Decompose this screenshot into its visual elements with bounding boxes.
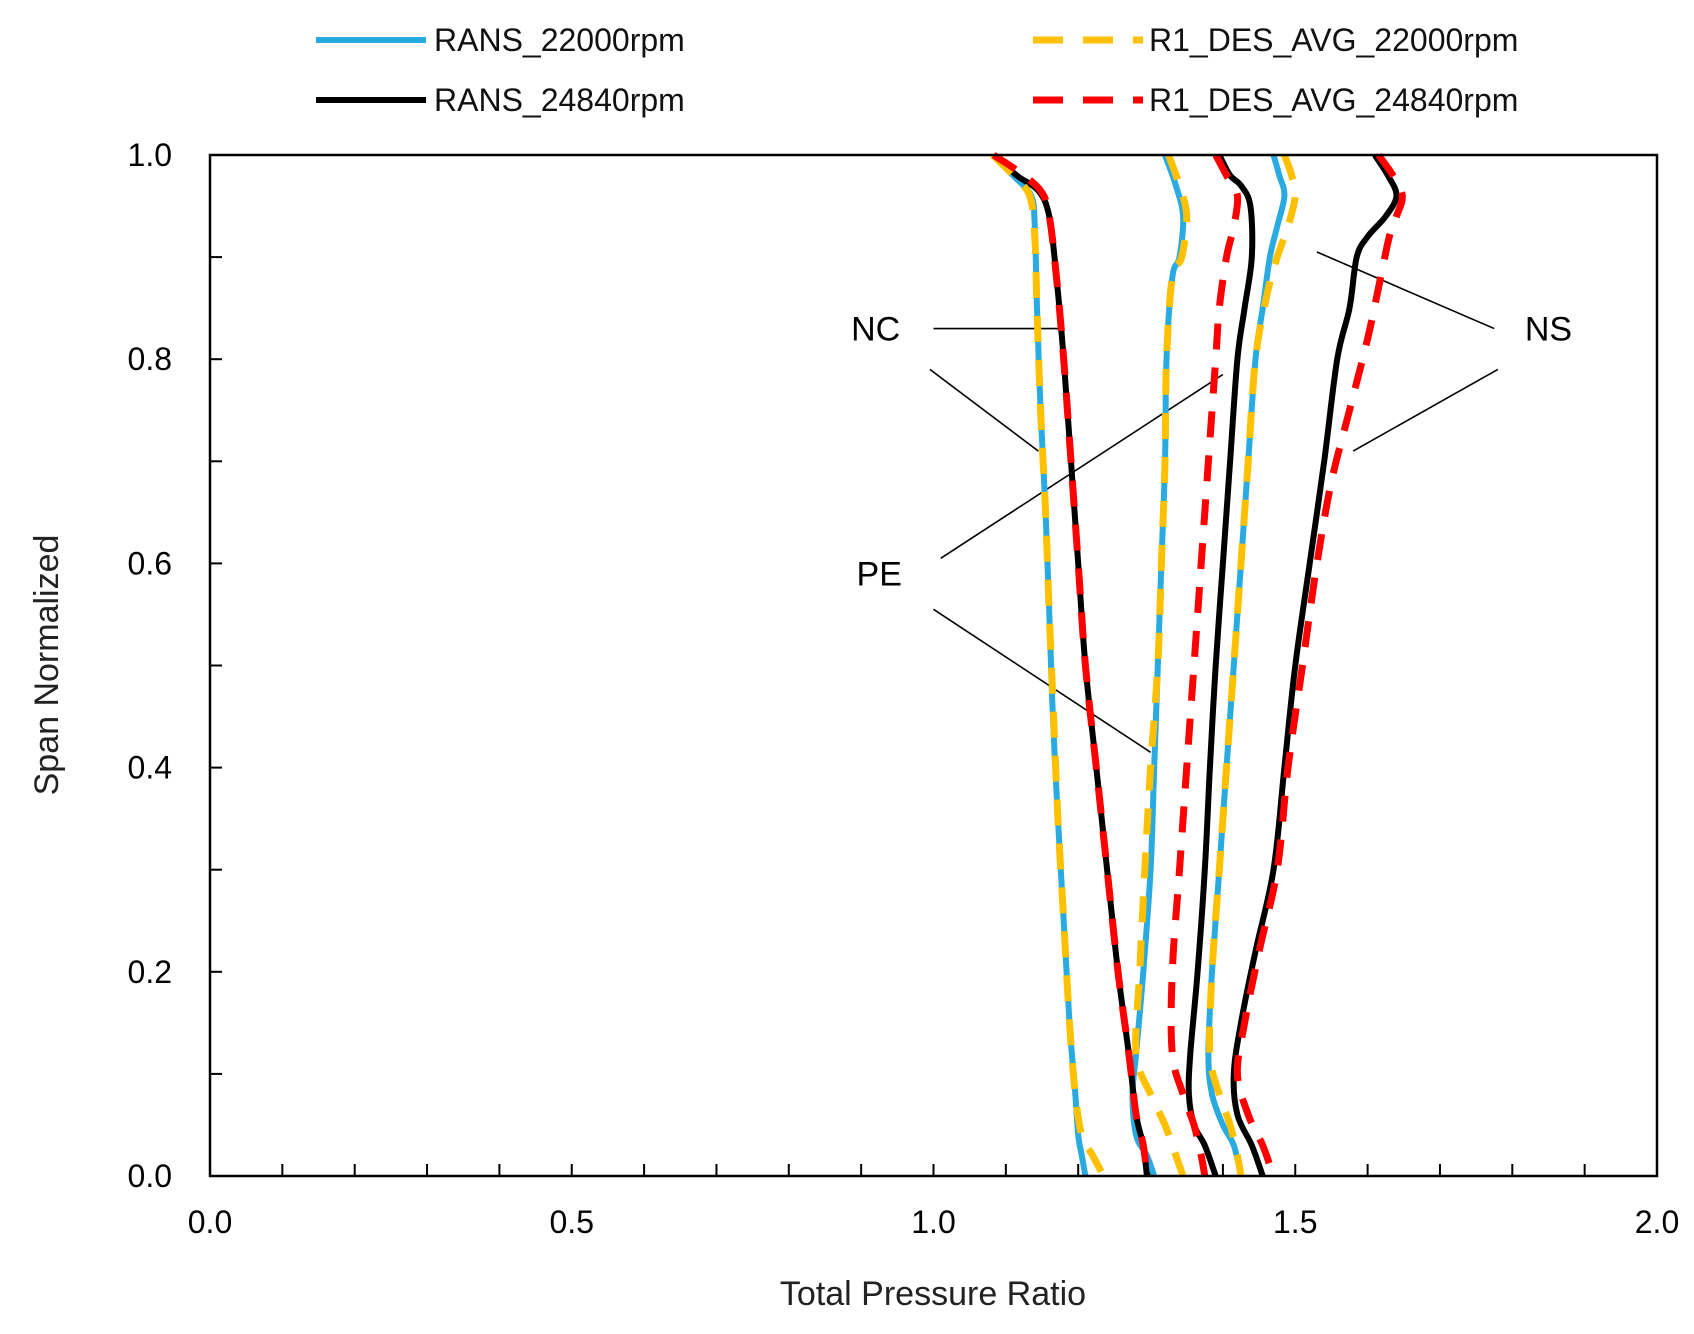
series-line-r1-des-avg-24840rpm-nc [991, 152, 1151, 1177]
series-line-r1-des-avg-22000rpm-nc [990, 152, 1107, 1178]
y-tick-label: 0.2 [128, 954, 172, 990]
annotation-pe: PE [857, 556, 902, 594]
y-tick-label: 0.6 [128, 545, 172, 581]
annotation-leader-nc [929, 368, 1039, 452]
legend-label-des-24840: R1_DES_AVG_24840rpm [1149, 82, 1518, 118]
y-tick-label: 0.8 [128, 341, 172, 377]
annotations: NC PE NS [851, 251, 1572, 753]
y-axis-title: Span Normalized [28, 535, 66, 796]
axis-tick-labels: 0.0 0.5 1.0 1.5 2.0 0.0 0.2 0.4 0.6 0.8 1.0 [128, 137, 1680, 1240]
series-line-rans-24840rpm-pe [1185, 153, 1256, 1177]
plot-area-frame [208, 153, 1659, 1178]
annotation-leader-pe [940, 373, 1224, 559]
legend-label-des-22000: R1_DES_AVG_22000rpm [1149, 22, 1518, 58]
x-tick-label: 0.0 [188, 1204, 232, 1240]
y-tick-label: 0.4 [128, 750, 172, 786]
annotation-ns: NS [1525, 311, 1572, 349]
series-line-rans-22000rpm-pe [1129, 153, 1187, 1177]
plot-lines [990, 152, 1406, 1178]
y-tick-label: 0.0 [128, 1158, 172, 1194]
annotation-leader-ns [1352, 368, 1499, 452]
series-line-r1-des-avg-22000rpm-ns [1206, 153, 1299, 1177]
x-tick-label: 1.5 [1273, 1204, 1317, 1240]
series-line-rans-24840rpm-ns [1230, 153, 1400, 1177]
axis-ticks [209, 154, 1658, 1177]
x-tick-label: 0.5 [550, 1204, 594, 1240]
series-line-r1-des-avg-24840rpm-ns [1233, 152, 1406, 1178]
x-tick-label: 1.0 [911, 1204, 955, 1240]
annotation-leader-ns [1316, 251, 1495, 330]
legend-label-rans-22000: RANS_22000rpm [434, 22, 685, 58]
series-line-rans-22000rpm-nc [992, 153, 1089, 1177]
legend: RANS_22000rpm R1_DES_AVG_22000rpm RANS_2… [316, 22, 1518, 118]
x-axis-title: Total Pressure Ratio [780, 1275, 1086, 1313]
series-line-r1-des-avg-24840rpm-pe [1167, 153, 1242, 1177]
annotation-leader-pe [933, 608, 1151, 753]
y-tick-label: 1.0 [128, 137, 172, 173]
legend-label-rans-24840: RANS_24840rpm [434, 82, 685, 118]
x-tick-label: 2.0 [1635, 1204, 1679, 1240]
series-line-r1-des-avg-22000rpm-pe [1132, 153, 1191, 1178]
annotation-nc: NC [851, 311, 900, 349]
